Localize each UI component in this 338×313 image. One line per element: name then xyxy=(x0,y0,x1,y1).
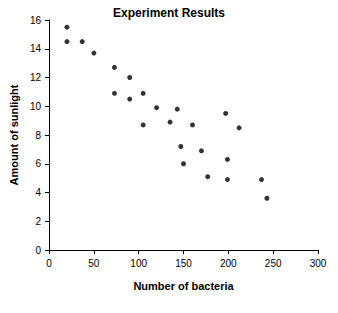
svg-text:Experiment Results: Experiment Results xyxy=(113,6,225,20)
svg-text:6: 6 xyxy=(35,158,41,169)
svg-text:Number of bacteria: Number of bacteria xyxy=(133,280,234,292)
svg-text:0: 0 xyxy=(46,258,52,269)
svg-text:250: 250 xyxy=(265,258,282,269)
svg-text:12: 12 xyxy=(30,72,42,83)
svg-text:150: 150 xyxy=(175,258,192,269)
svg-text:0: 0 xyxy=(35,245,41,256)
svg-text:8: 8 xyxy=(35,130,41,141)
svg-text:14: 14 xyxy=(30,43,42,54)
svg-text:300: 300 xyxy=(310,258,327,269)
svg-text:50: 50 xyxy=(88,258,100,269)
svg-text:100: 100 xyxy=(130,258,147,269)
svg-text:200: 200 xyxy=(220,258,237,269)
svg-text:Amount of sunlight: Amount of sunlight xyxy=(8,84,20,185)
svg-text:2: 2 xyxy=(35,216,41,227)
svg-text:4: 4 xyxy=(35,187,41,198)
svg-text:10: 10 xyxy=(30,101,42,112)
svg-text:16: 16 xyxy=(30,15,42,26)
